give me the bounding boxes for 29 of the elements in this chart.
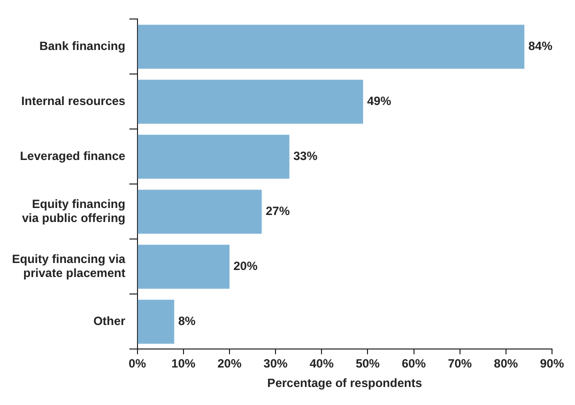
bar [138,24,524,69]
bar [138,80,364,124]
x-tick-label: 10% [171,356,196,371]
data-label: 27% [266,204,290,218]
bar [138,190,262,234]
y-tick-label: Other [93,314,126,328]
x-tick-label: 30% [264,356,288,371]
y-tick-label: Bank financing [39,39,126,54]
y-tick-label: Equity financing via private placement [12,252,126,280]
data-label: 20% [233,259,258,274]
x-tick-label: 40% [310,356,334,371]
y-tick-label: Leveraged finance [20,149,126,164]
y-tick-label: Equity financing via public offering [22,196,126,226]
x-tick-label: 60% [402,356,426,371]
x-axis-title: Percentage of respondents [267,376,422,390]
x-tick-label: 20% [217,356,242,371]
data-label: 49% [367,94,392,108]
bar [138,244,230,289]
x-tick-label: 70% [448,356,472,371]
data-label: 8% [178,314,196,328]
data-label: 84% [528,39,553,54]
x-tick-label: 90% [540,356,564,371]
x-tick-label: 0% [128,356,146,371]
data-label: 33% [293,149,318,164]
y-tick-label: Internal resources [21,94,126,108]
x-tick-label: 50% [356,356,380,371]
bar [138,134,290,179]
bar [138,300,174,344]
x-tick-label: 80% [494,356,518,371]
